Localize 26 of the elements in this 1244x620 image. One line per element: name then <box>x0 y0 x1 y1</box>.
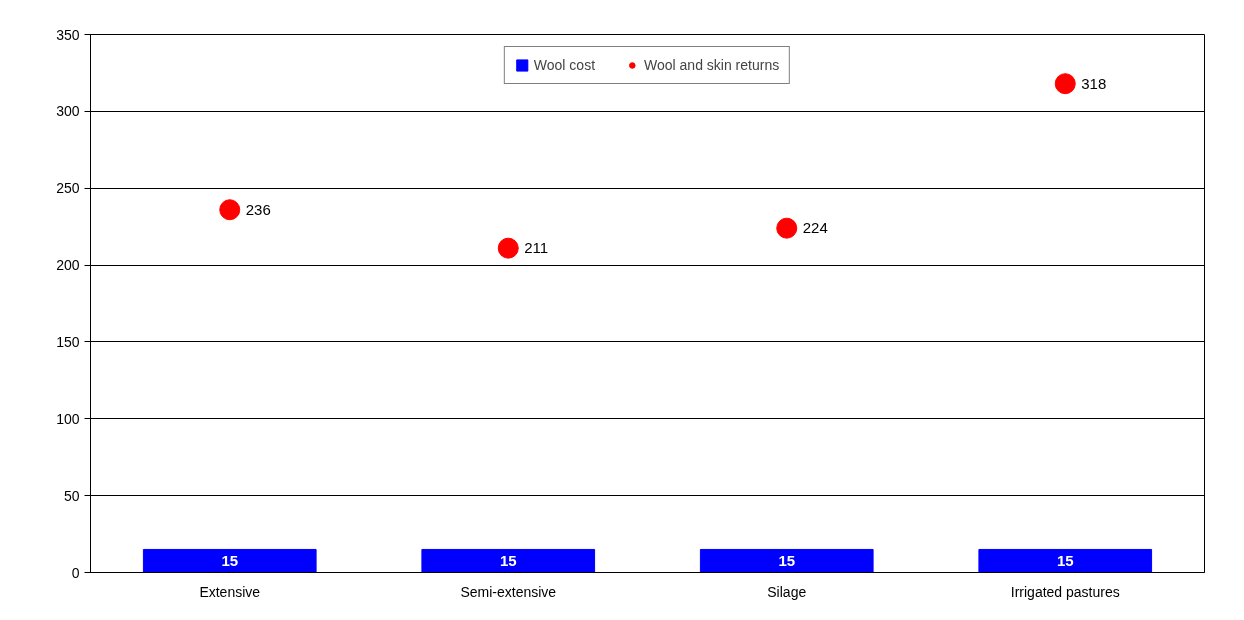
y-tick-label: 150 <box>56 333 80 350</box>
data-label: 15 <box>778 551 796 569</box>
point <box>1054 73 1076 95</box>
data-label: 15 <box>499 551 517 569</box>
data-label: 211 <box>524 239 549 257</box>
data-label: 236 <box>245 200 271 218</box>
data-label: 318 <box>1081 74 1107 92</box>
point <box>776 217 798 239</box>
legend-label: Wool cost <box>533 57 596 73</box>
x-tick-label: Semi-extensive <box>460 583 557 600</box>
x-tick-label: Extensive <box>199 583 261 600</box>
data-label: 15 <box>221 551 239 569</box>
data-label: 224 <box>802 219 828 237</box>
y-tick-label: 200 <box>56 257 80 274</box>
point <box>497 237 519 259</box>
y-tick-label: 50 <box>63 487 80 504</box>
y-tick-label: 0 <box>71 564 80 581</box>
x-tick-label: Irrigated pastures <box>1010 583 1120 600</box>
point <box>219 199 241 221</box>
y-tick-label: 350 <box>56 26 80 43</box>
x-tick-label: Silage <box>767 583 807 600</box>
data-label: 15 <box>1056 551 1074 569</box>
y-tick-label: 300 <box>56 103 80 120</box>
y-tick-label: 100 <box>56 410 80 427</box>
y-tick-label: 250 <box>56 180 80 197</box>
legend-label: Wool and skin returns <box>644 57 780 73</box>
